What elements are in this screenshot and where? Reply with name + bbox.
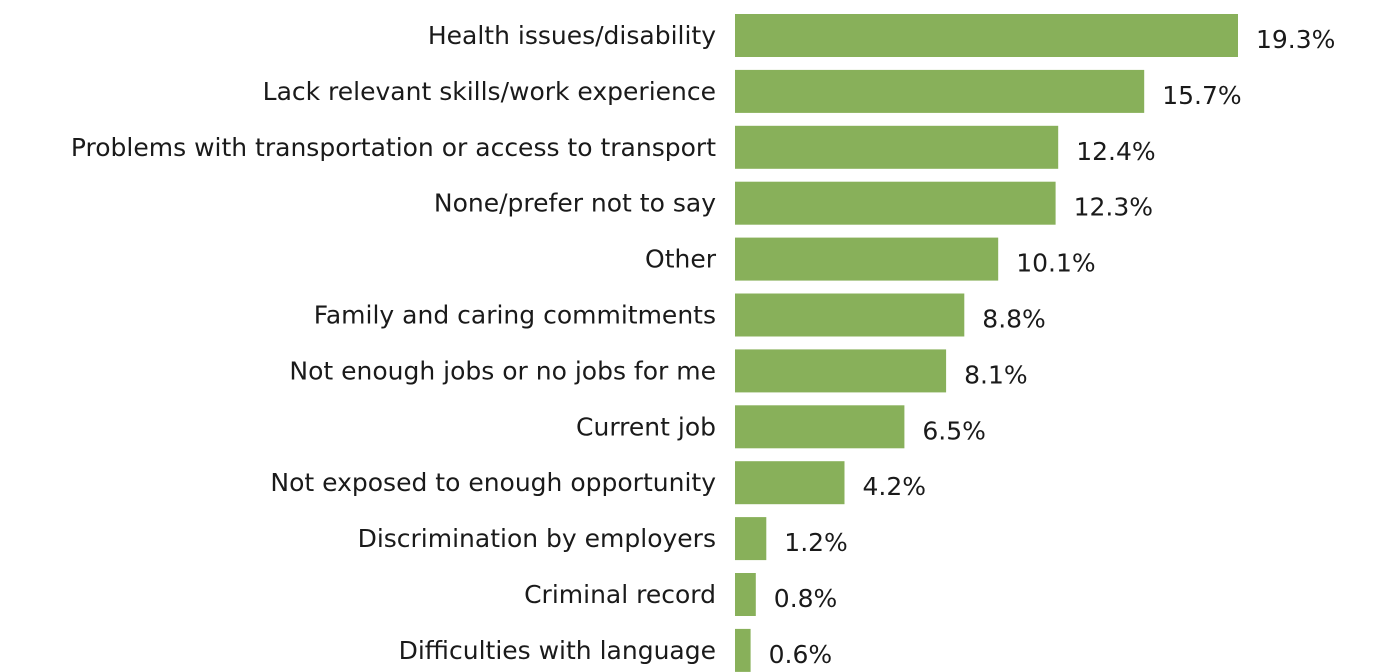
category-label-4: Other bbox=[645, 245, 717, 274]
category-label-10: Criminal record bbox=[524, 580, 716, 609]
value-label-1: 15.7% bbox=[1162, 81, 1241, 110]
bar-11 bbox=[735, 628, 751, 672]
category-label-5: Family and caring commitments bbox=[314, 301, 716, 330]
value-label-2: 12.4% bbox=[1076, 137, 1155, 166]
category-label-11: Difficulties with language bbox=[399, 636, 716, 665]
bars-layer bbox=[735, 14, 1238, 672]
bar-4 bbox=[735, 237, 999, 281]
value-label-11: 0.6% bbox=[769, 640, 833, 669]
bar-6 bbox=[735, 349, 947, 393]
bar-2 bbox=[735, 125, 1059, 169]
value-label-8: 4.2% bbox=[863, 472, 927, 501]
value-label-10: 0.8% bbox=[774, 584, 838, 613]
bar-9 bbox=[735, 517, 767, 561]
category-label-3: None/prefer not to say bbox=[434, 189, 716, 218]
category-label-8: Not exposed to enough opportunity bbox=[270, 468, 716, 497]
category-label-6: Not enough jobs or no jobs for me bbox=[289, 356, 716, 385]
category-label-0: Health issues/disability bbox=[428, 21, 716, 50]
bar-5 bbox=[735, 293, 965, 337]
bar-7 bbox=[735, 405, 905, 449]
value-labels-layer: 19.3% 15.7%12.4% 12.3% 10.1% 8.8% 8.1% 6.5% 4.2… bbox=[769, 25, 1336, 669]
bar-8 bbox=[735, 461, 845, 505]
category-label-2: Problems with transportation or access t… bbox=[71, 133, 716, 162]
value-label-4: 10.1% bbox=[1016, 249, 1095, 278]
bar-10 bbox=[735, 573, 756, 616]
value-label-6: 8.1% bbox=[964, 360, 1028, 389]
bar-1 bbox=[735, 69, 1145, 113]
value-label-0: 19.3% bbox=[1256, 25, 1335, 54]
category-label-7: Current job bbox=[576, 412, 716, 441]
value-label-3: 12.3% bbox=[1074, 193, 1153, 222]
category-label-1: Lack relevant skills/work experience bbox=[263, 77, 716, 106]
category-labels-layer: Health issues/disability Lack relevant sk… bbox=[71, 21, 717, 665]
category-label-9: Discrimination by employers bbox=[358, 524, 716, 553]
value-label-5: 8.8% bbox=[982, 305, 1046, 334]
bar-3 bbox=[735, 181, 1056, 225]
bar-0 bbox=[735, 14, 1238, 57]
value-label-7: 6.5% bbox=[922, 416, 986, 445]
value-label-9: 1.2% bbox=[784, 528, 848, 557]
